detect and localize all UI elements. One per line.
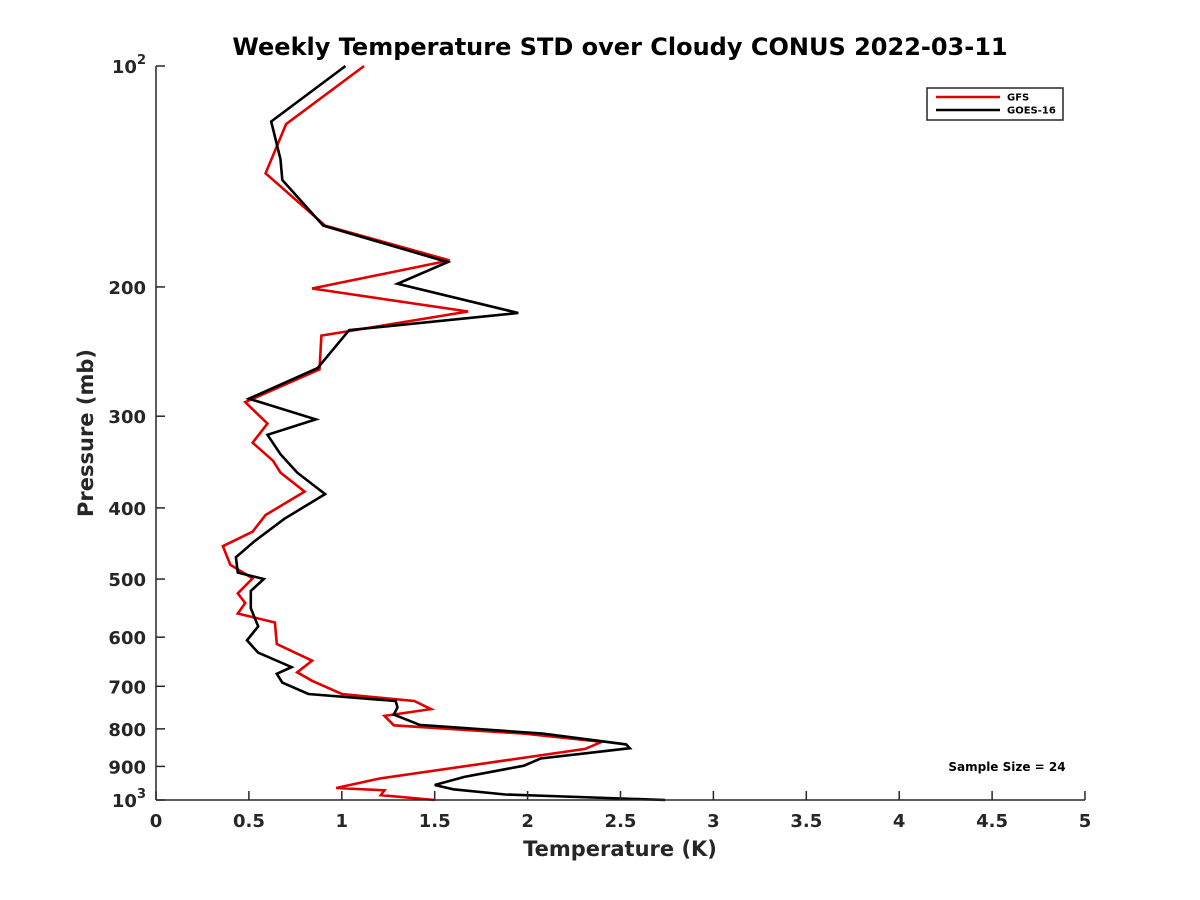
- legend-entry: GOES-16: [1007, 106, 1056, 117]
- x-tick-label: 1.5: [419, 811, 451, 832]
- y-tick-label: 103: [112, 787, 146, 812]
- y-tick-label-exponent: 2: [137, 53, 146, 68]
- y-tick-label-base: 10: [112, 791, 137, 812]
- y-tick-label: 900: [108, 757, 146, 778]
- y-tick-label: 700: [108, 677, 146, 698]
- y-tick-label: 300: [108, 407, 146, 428]
- y-tick-label: 500: [108, 570, 146, 591]
- x-tick-label: 3: [707, 811, 720, 832]
- legend-box: [926, 87, 1064, 121]
- series-line-goes-16: [234, 64, 666, 802]
- y-tick-label-base: 400: [108, 499, 146, 520]
- y-tick-label-exponent: 3: [137, 787, 146, 802]
- plot-area: 0 0.5 1 1.5 2 2.5 3 3.5 4 4.5 5 102200300400500600…: [108, 53, 1091, 832]
- legend: GFS GOES-16: [926, 87, 1064, 121]
- y-tick-label: 800: [108, 720, 146, 741]
- series-layer: [221, 64, 666, 802]
- x-tick-label: 0.5: [233, 811, 265, 832]
- x-tick-label: 2.5: [605, 811, 637, 832]
- y-tick-label-base: 500: [108, 570, 146, 591]
- y-tick-label-base: 600: [108, 628, 146, 649]
- x-tick-label: 5: [1079, 811, 1092, 832]
- y-tick-label-base: 300: [108, 407, 146, 428]
- y-tick-label-base: 800: [108, 720, 146, 741]
- y-tick-label: 400: [108, 499, 146, 520]
- chart-title: Weekly Temperature STD over Cloudy CONUS…: [232, 33, 1007, 61]
- y-axis-label: Pressure (mb): [74, 349, 98, 517]
- legend-items: GFS GOES-16: [936, 93, 1056, 117]
- x-axis-label: Temperature (K): [523, 837, 717, 861]
- plot-background: [156, 66, 1085, 800]
- y-tick-label: 102: [112, 53, 146, 78]
- y-tick-label: 200: [108, 278, 146, 299]
- x-tick-label: 4: [893, 811, 906, 832]
- sample-size-annotation: Sample Size = 24: [948, 760, 1065, 774]
- x-tick-label: 4.5: [976, 811, 1008, 832]
- x-tick-label: 3.5: [790, 811, 822, 832]
- x-tick-label: 2: [521, 811, 534, 832]
- legend-entry: GFS: [1007, 93, 1029, 104]
- y-tick-label-base: 700: [108, 677, 146, 698]
- y-tick-label-base: 900: [108, 757, 146, 778]
- x-tick-label: 1: [336, 811, 349, 832]
- y-tick-label: 600: [108, 628, 146, 649]
- x-axis-ticks: 0 0.5 1 1.5 2 2.5 3 3.5 4 4.5 5: [150, 791, 1092, 832]
- y-tick-label-base: 10: [112, 57, 137, 78]
- x-tick-label: 0: [150, 811, 163, 832]
- y-tick-label-base: 200: [108, 278, 146, 299]
